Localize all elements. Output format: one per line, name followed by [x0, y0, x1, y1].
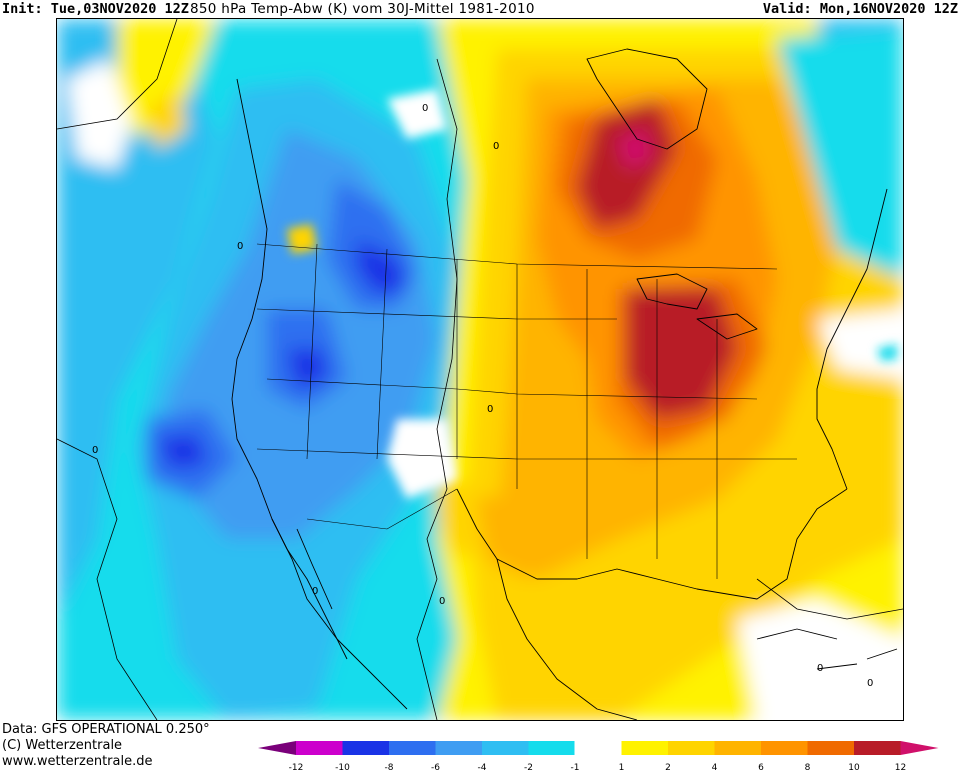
colorbar-tick-label: -1 — [571, 763, 580, 773]
colorbar-tick-label: -8 — [385, 763, 394, 773]
colorbar-swatch — [668, 741, 715, 755]
anomaly-field — [57, 19, 903, 720]
contour-label: 0 — [487, 404, 493, 415]
colorbar-tick-label: 6 — [758, 763, 764, 773]
init-time-label: Init: Tue,03NOV2020 12Z — [2, 1, 189, 17]
colorbar: -12 -10 -8 -6 -4 -2 -1 1 2 4 6 8 10 12 — [258, 739, 960, 777]
colorbar-tick-label: -12 — [289, 763, 304, 773]
colorbar-tick-label: -6 — [431, 763, 440, 773]
colorbar-tick-label: 4 — [712, 763, 718, 773]
contour-label-group: 0 0 0 0 0 0 0 0 0 — [92, 103, 873, 689]
contour-label: 0 — [422, 103, 428, 114]
colorbar-swatch — [761, 741, 808, 755]
map-canvas: 0 0 0 0 0 0 0 0 0 — [57, 19, 903, 720]
colorbar-tick-label: -4 — [478, 763, 487, 773]
contour-label: 0 — [493, 141, 499, 152]
colorbar-swatch — [807, 741, 854, 755]
colorbar-high-arrow — [900, 741, 939, 755]
colorbar-swatch — [854, 741, 901, 755]
contour-label: 0 — [237, 241, 243, 252]
contour-label: 0 — [312, 586, 318, 597]
chart-title: 850 hPa Temp-Abw (K) vom 30J-Mittel 1981… — [190, 1, 535, 17]
colorbar-swatch — [621, 741, 668, 755]
colorbar-swatch — [342, 741, 389, 755]
contour-label: 0 — [867, 678, 873, 689]
political-borders — [256, 243, 797, 579]
anomaly-detail — [287, 89, 897, 499]
data-source-label: Data: GFS OPERATIONAL 0.250° — [2, 722, 210, 737]
colorbar-tick-label: 8 — [805, 763, 811, 773]
colorbar-tick-label: 2 — [665, 763, 671, 773]
zero-contours — [57, 19, 903, 720]
colorbar-swatch — [435, 741, 482, 755]
colorbar-tick-label: 1 — [619, 763, 625, 773]
colorbar-swatch — [296, 741, 343, 755]
colorbar-tick-labels: -12 -10 -8 -6 -4 -2 -1 1 2 4 6 8 10 12 — [289, 763, 907, 773]
valid-time-label: Valid: Mon,16NOV2020 12Z — [762, 1, 958, 17]
colorbar-swatch — [528, 741, 575, 755]
colorbar-swatch — [714, 741, 761, 755]
contour-label: 0 — [92, 445, 98, 456]
colorbar-swatch — [482, 741, 529, 755]
colorbar-tick-label: -10 — [335, 763, 350, 773]
colorbar-swatch — [389, 741, 436, 755]
colorbar-swatch — [574, 740, 622, 756]
website-link[interactable]: www.wetterzentrale.de — [2, 754, 153, 769]
copyright-label: (C) Wetterzentrale — [2, 738, 123, 753]
colorbar-svg: -12 -10 -8 -6 -4 -2 -1 1 2 4 6 8 10 12 — [258, 740, 939, 773]
temperature-anomaly-map: 0 0 0 0 0 0 0 0 0 — [56, 18, 904, 721]
contour-label: 0 — [817, 663, 823, 674]
colorbar-tick-label: 10 — [848, 763, 860, 773]
colorbar-low-arrow — [258, 741, 296, 755]
colorbar-boxes — [296, 740, 901, 756]
colorbar-tick-label: -2 — [524, 763, 533, 773]
contour-label: 0 — [439, 596, 445, 607]
colorbar-tick-label: 12 — [895, 763, 906, 773]
